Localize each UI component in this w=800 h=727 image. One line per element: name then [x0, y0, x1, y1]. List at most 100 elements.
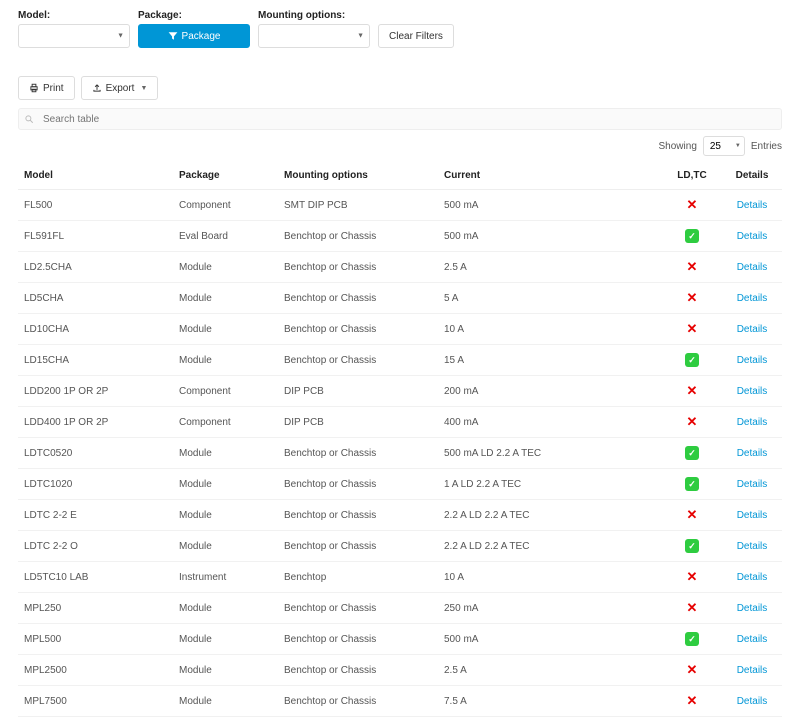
details-link[interactable]: Details [737, 603, 768, 614]
data-table: Model Package Mounting options Current L… [18, 162, 782, 717]
filters-bar: Model: Package: Package Mounting options… [18, 10, 782, 48]
col-package[interactable]: Package [173, 162, 278, 190]
details-link[interactable]: Details [737, 665, 768, 676]
details-link[interactable]: Details [737, 448, 768, 459]
cell-current: 5 A [438, 283, 662, 314]
filter-package-button-label: Package [182, 31, 221, 42]
table-row: LD5TC10 LABInstrumentBenchtop10 A✕Detail… [18, 562, 782, 593]
cell-package: Module [173, 500, 278, 531]
details-link[interactable]: Details [737, 510, 768, 521]
cell-package: Module [173, 345, 278, 376]
col-details[interactable]: Details [722, 162, 782, 190]
cell-mounting: Benchtop or Chassis [278, 593, 438, 624]
details-link[interactable]: Details [737, 231, 768, 242]
cell-model: LDTC 2-2 E [18, 500, 173, 531]
cell-ldtc: ✕ [662, 283, 722, 314]
cell-ldtc: ✓ [662, 345, 722, 376]
details-link[interactable]: Details [737, 696, 768, 707]
cell-ldtc: ✕ [662, 593, 722, 624]
search-wrap [18, 108, 782, 130]
filter-model-label: Model: [18, 10, 130, 21]
clear-filters-button[interactable]: Clear Filters [378, 24, 454, 48]
cell-ldtc: ✕ [662, 407, 722, 438]
cell-ldtc: ✕ [662, 562, 722, 593]
filter-model-select[interactable] [18, 24, 130, 48]
cell-package: Module [173, 624, 278, 655]
col-model[interactable]: Model [18, 162, 173, 190]
cell-mounting: Benchtop or Chassis [278, 686, 438, 717]
details-link[interactable]: Details [737, 479, 768, 490]
cell-package: Component [173, 190, 278, 221]
export-button[interactable]: Export ▼ [81, 76, 159, 100]
details-link[interactable]: Details [737, 293, 768, 304]
cell-ldtc: ✕ [662, 686, 722, 717]
col-mounting[interactable]: Mounting options [278, 162, 438, 190]
cell-package: Module [173, 686, 278, 717]
details-link[interactable]: Details [737, 386, 768, 397]
check-icon: ✓ [685, 229, 699, 243]
check-icon: ✓ [685, 632, 699, 646]
cell-model: LDD200 1P OR 2P [18, 376, 173, 407]
cell-ldtc: ✓ [662, 624, 722, 655]
cell-details: Details [722, 562, 782, 593]
cell-current: 250 mA [438, 593, 662, 624]
cell-model: LDD400 1P OR 2P [18, 407, 173, 438]
cross-icon: ✕ [685, 291, 699, 305]
export-icon [92, 83, 102, 93]
cell-model: MPL500 [18, 624, 173, 655]
cell-package: Module [173, 314, 278, 345]
cell-details: Details [722, 686, 782, 717]
filter-model: Model: [18, 10, 130, 48]
search-input[interactable] [18, 108, 782, 130]
cell-details: Details [722, 593, 782, 624]
cell-ldtc: ✓ [662, 438, 722, 469]
cell-current: 2.2 A LD 2.2 A TEC [438, 531, 662, 562]
col-current[interactable]: Current [438, 162, 662, 190]
cell-ldtc: ✕ [662, 655, 722, 686]
entries-select[interactable]: 25 [703, 136, 745, 156]
cell-package: Component [173, 376, 278, 407]
details-link[interactable]: Details [737, 417, 768, 428]
details-link[interactable]: Details [737, 572, 768, 583]
cell-mounting: Benchtop or Chassis [278, 283, 438, 314]
table-row: MPL250ModuleBenchtop or Chassis250 mA✕De… [18, 593, 782, 624]
cell-model: MPL2500 [18, 655, 173, 686]
filter-mounting-select[interactable] [258, 24, 370, 48]
details-link[interactable]: Details [737, 200, 768, 211]
check-icon: ✓ [685, 353, 699, 367]
table-row: LD15CHAModuleBenchtop or Chassis15 A✓Det… [18, 345, 782, 376]
cell-model: LD2.5CHA [18, 252, 173, 283]
filter-package-button[interactable]: Package [138, 24, 250, 48]
cell-model: MPL7500 [18, 686, 173, 717]
details-link[interactable]: Details [737, 324, 768, 335]
cell-mounting: Benchtop or Chassis [278, 469, 438, 500]
print-button[interactable]: Print [18, 76, 75, 100]
entries-label: Entries [751, 141, 782, 152]
table-row: LDTC 2-2 EModuleBenchtop or Chassis2.2 A… [18, 500, 782, 531]
cell-details: Details [722, 252, 782, 283]
table-row: LDD400 1P OR 2PComponentDIP PCB400 mA✕De… [18, 407, 782, 438]
details-link[interactable]: Details [737, 634, 768, 645]
details-link[interactable]: Details [737, 541, 768, 552]
toolbar: Print Export ▼ [18, 76, 782, 100]
cell-details: Details [722, 655, 782, 686]
table-row: LDTC 2-2 OModuleBenchtop or Chassis2.2 A… [18, 531, 782, 562]
cell-model: FL500 [18, 190, 173, 221]
cell-model: FL591FL [18, 221, 173, 252]
cross-icon: ✕ [685, 694, 699, 708]
table-row: LD10CHAModuleBenchtop or Chassis10 A✕Det… [18, 314, 782, 345]
cell-ldtc: ✕ [662, 190, 722, 221]
header-row: Model Package Mounting options Current L… [18, 162, 782, 190]
details-link[interactable]: Details [737, 355, 768, 366]
cell-ldtc: ✓ [662, 531, 722, 562]
cell-ldtc: ✓ [662, 221, 722, 252]
col-ldtc[interactable]: LD,TC [662, 162, 722, 190]
details-link[interactable]: Details [737, 262, 768, 273]
cross-icon: ✕ [685, 198, 699, 212]
cross-icon: ✕ [685, 601, 699, 615]
cell-current: 1 A LD 2.2 A TEC [438, 469, 662, 500]
cell-package: Module [173, 438, 278, 469]
cell-mounting: Benchtop or Chassis [278, 655, 438, 686]
cell-details: Details [722, 531, 782, 562]
table-row: LDTC0520ModuleBenchtop or Chassis500 mA … [18, 438, 782, 469]
